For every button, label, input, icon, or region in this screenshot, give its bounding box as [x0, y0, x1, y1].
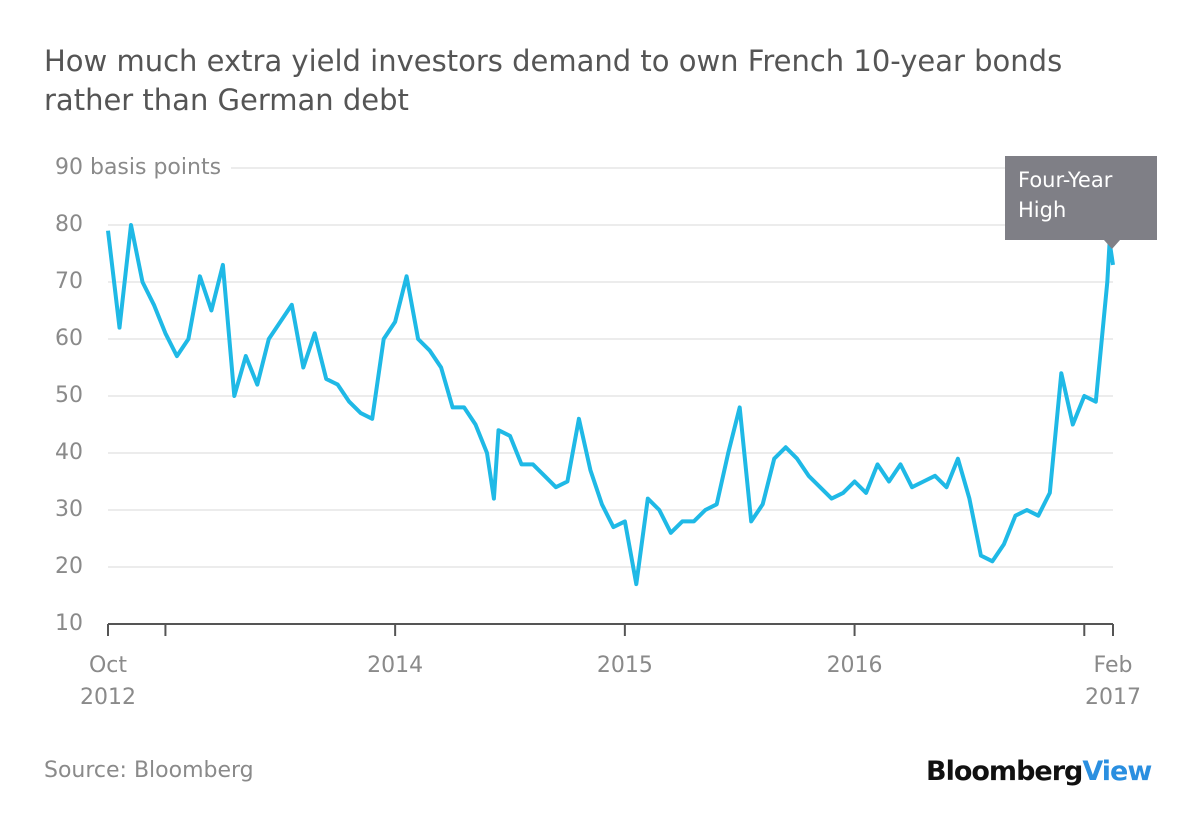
y-tick-label: 90 basis points — [55, 155, 221, 180]
logo-brand: Bloomberg — [926, 756, 1083, 787]
y-tick-label: 30 — [55, 497, 83, 522]
y-tick-label: 20 — [55, 554, 83, 579]
logo-product: View — [1082, 756, 1152, 787]
annotation-box — [1005, 156, 1157, 249]
chart-title: How much extra yield investors demand to… — [44, 44, 1063, 117]
data-line — [106, 223, 1115, 587]
x-tick-label: 2014 — [367, 653, 423, 678]
y-tick-label: 60 — [55, 326, 83, 351]
x-tick-label: 2016 — [827, 653, 883, 678]
x-tick-label: Oct 2012 — [80, 653, 136, 710]
y-tick-label: 80 — [55, 212, 83, 237]
y-tick-label: 10 — [55, 611, 83, 636]
logo: BloombergView — [926, 756, 1152, 787]
annotation: Four-Year High — [1018, 168, 1113, 222]
source: Source: Bloomberg — [44, 758, 254, 783]
y-tick-label: 40 — [55, 440, 83, 465]
y-tick-label: 50 — [55, 383, 83, 408]
y-tick-label: 70 — [55, 269, 83, 294]
x-tick-label: 2015 — [597, 653, 653, 678]
x-tick-label: Feb 2017 — [1085, 653, 1141, 710]
